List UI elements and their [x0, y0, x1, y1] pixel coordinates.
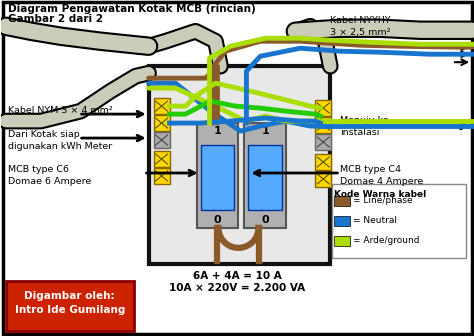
- Text: 1: 1: [214, 126, 221, 136]
- Text: Kode Warna kabel: Kode Warna kabel: [334, 190, 427, 199]
- Text: Diagram Pengawatan Kotak MCB (rincian): Diagram Pengawatan Kotak MCB (rincian): [8, 4, 255, 14]
- Bar: [315, 134, 331, 150]
- Text: Kabel NYM 3 × 4 mm²: Kabel NYM 3 × 4 mm²: [8, 106, 113, 115]
- Text: Menuju ke
instalasi: Menuju ke instalasi: [340, 116, 389, 137]
- Bar: [334, 196, 350, 206]
- Bar: [245, 123, 286, 228]
- Text: Kabel NYYHY
3 × 2,5 mm²: Kabel NYYHY 3 × 2,5 mm²: [330, 16, 391, 37]
- Text: 6A + 4A = 10 A: 6A + 4A = 10 A: [193, 271, 282, 281]
- Bar: [315, 117, 331, 133]
- Bar: [154, 168, 170, 184]
- Bar: [315, 171, 331, 187]
- Bar: [154, 98, 170, 114]
- Bar: [154, 132, 170, 148]
- Text: MCB type C4
Domae 4 Ampere: MCB type C4 Domae 4 Ampere: [340, 165, 423, 186]
- Text: 10A × 220V = 2.200 VA: 10A × 220V = 2.200 VA: [169, 283, 306, 293]
- Text: 0: 0: [214, 215, 221, 225]
- Text: 1: 1: [262, 126, 269, 136]
- Bar: [334, 216, 350, 226]
- Bar: [332, 184, 466, 258]
- Bar: [154, 151, 170, 167]
- Text: Dari Kotak siap
digunakan kWh Meter: Dari Kotak siap digunakan kWh Meter: [8, 130, 112, 151]
- Text: Gambar 2 dari 2: Gambar 2 dari 2: [8, 14, 103, 24]
- Text: = Line/phase: = Line/phase: [353, 197, 413, 205]
- Bar: [201, 145, 235, 210]
- Bar: [334, 236, 350, 246]
- Bar: [315, 154, 331, 170]
- Text: = Neutral: = Neutral: [353, 216, 397, 225]
- Bar: [149, 66, 330, 264]
- Bar: [315, 100, 331, 116]
- Text: = Arde/ground: = Arde/ground: [353, 236, 419, 245]
- Text: MCB type C6
Domae 6 Ampere: MCB type C6 Domae 6 Ampere: [8, 165, 91, 186]
- Bar: [6, 281, 134, 331]
- Text: Digambar oleh:
Intro Ide Gumilang: Digambar oleh: Intro Ide Gumilang: [15, 291, 125, 315]
- Bar: [248, 145, 283, 210]
- Text: 0: 0: [262, 215, 269, 225]
- Bar: [197, 123, 238, 228]
- Bar: [154, 115, 170, 131]
